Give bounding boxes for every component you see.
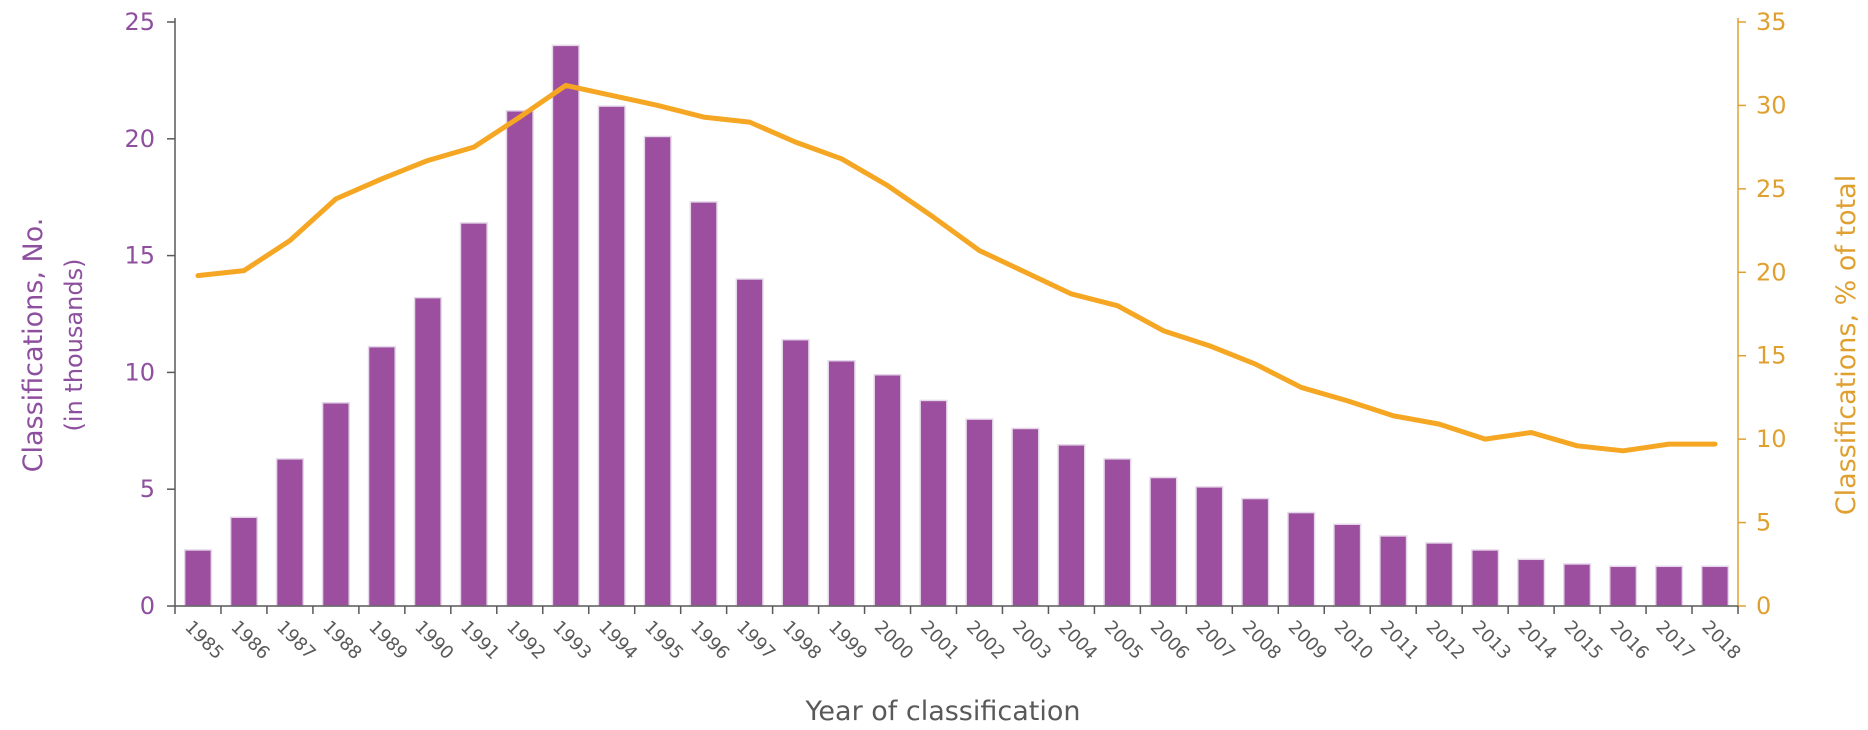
bar-1992 [505,110,534,607]
y-right-tick-label: 10 [1756,425,1787,453]
bar-2002 [965,418,994,607]
y-left-tick-label: 20 [124,125,155,153]
x-tick-label-1986: 1986 [226,617,273,664]
x-tick-label-1985: 1985 [180,617,227,664]
bar-2000 [873,373,902,607]
x-tick-label-2009: 2009 [1284,617,1331,664]
bar-2015 [1563,563,1592,607]
x-tick-label-1995: 1995 [640,617,687,664]
x-tick-label-1994: 1994 [594,617,641,664]
bar-2001 [919,399,948,607]
bar-2007 [1195,486,1224,607]
y-right-tick-label: 15 [1756,342,1787,370]
y-right-tick-label: 5 [1756,509,1771,537]
bar-1993 [551,44,580,607]
y-left-tick-label: 5 [140,475,155,503]
bar-1986 [229,516,259,607]
bar-1997 [735,278,764,607]
x-tick-label-2004: 2004 [1054,617,1101,664]
bar-2005 [1103,458,1132,607]
bar-2006 [1149,476,1178,607]
bar-1985 [183,549,213,607]
x-tick-label-1996: 1996 [686,617,733,664]
x-axis-title: Year of classification [805,696,1081,727]
bar-2008 [1241,497,1270,607]
x-tick-label-1992: 1992 [502,617,549,664]
bar-1994 [597,105,626,607]
y-right-tick-label: 30 [1756,91,1787,119]
y-left-tick-label: 15 [124,242,155,270]
bar-2018 [1700,565,1730,607]
y-left-tick-label: 25 [124,8,155,36]
y-right-tick-label: 20 [1756,258,1787,286]
bar-2016 [1608,565,1638,607]
x-tick-label-2018: 2018 [1697,617,1744,664]
x-tick-label-2001: 2001 [916,617,963,664]
line-layer [195,82,1718,454]
bar-2010 [1333,523,1362,607]
x-tick-label-2015: 2015 [1560,617,1607,664]
axes-layer [174,18,1739,607]
bar-1996 [689,201,718,607]
x-tick-label-2013: 2013 [1468,617,1515,664]
x-tick-label-1998: 1998 [778,617,825,664]
x-tick-label-2011: 2011 [1376,617,1423,664]
bar-1988 [321,402,350,607]
x-tick-label-1991: 1991 [456,617,503,664]
bar-2014 [1517,558,1546,607]
y-left-tick-label: 10 [124,358,155,386]
x-tick-label-1993: 1993 [548,617,595,664]
x-tick-label-2010: 2010 [1330,617,1377,664]
bar-2004 [1057,444,1086,607]
bar-1991 [459,222,488,607]
x-tick-label-2005: 2005 [1100,617,1147,664]
x-tick-label-1997: 1997 [732,617,779,664]
y-left-tick-label: 0 [140,592,155,620]
x-tick-label-2003: 2003 [1008,617,1055,664]
x-tick-label-1989: 1989 [364,617,411,664]
bar-2013 [1471,549,1500,607]
bar-1995 [643,135,672,607]
x-tick-label-2014: 2014 [1514,617,1561,664]
x-tick-label-1990: 1990 [410,617,457,664]
bar-2011 [1379,535,1408,607]
x-tick-label-2012: 2012 [1422,617,1469,664]
bar-1987 [275,458,305,607]
bars-layer [183,44,1730,607]
bar-1989 [367,345,396,607]
y-axis-right-title: Classifications, % of total [1831,175,1862,515]
percent-line [195,82,1718,454]
bar-2012 [1425,542,1454,607]
bar-2003 [1011,427,1040,607]
bar-1990 [413,296,442,607]
x-tick-label-2000: 2000 [870,617,917,664]
y-right-tick-label: 35 [1756,8,1787,36]
x-tick-label-1987: 1987 [272,617,319,664]
bar-1998 [781,338,810,607]
x-tick-label-2017: 2017 [1652,617,1699,664]
bar-2017 [1654,565,1684,607]
x-tick-label-2002: 2002 [962,617,1009,664]
x-tick-label-1988: 1988 [318,617,365,664]
x-tick-label-2007: 2007 [1192,617,1239,664]
y-axis-left-subtitle: (in thousands) [60,259,88,432]
bar-1999 [827,359,856,607]
x-tick-label-2008: 2008 [1238,617,1285,664]
x-tick-label-2006: 2006 [1146,617,1193,664]
x-tick-label-2016: 2016 [1606,617,1653,664]
y-right-tick-label: 25 [1756,175,1787,203]
y-right-tick-label: 0 [1756,592,1771,620]
y-axis-left-title: Classifications, No. [18,218,49,473]
bar-2009 [1287,511,1316,607]
x-tick-label-1999: 1999 [824,617,871,664]
